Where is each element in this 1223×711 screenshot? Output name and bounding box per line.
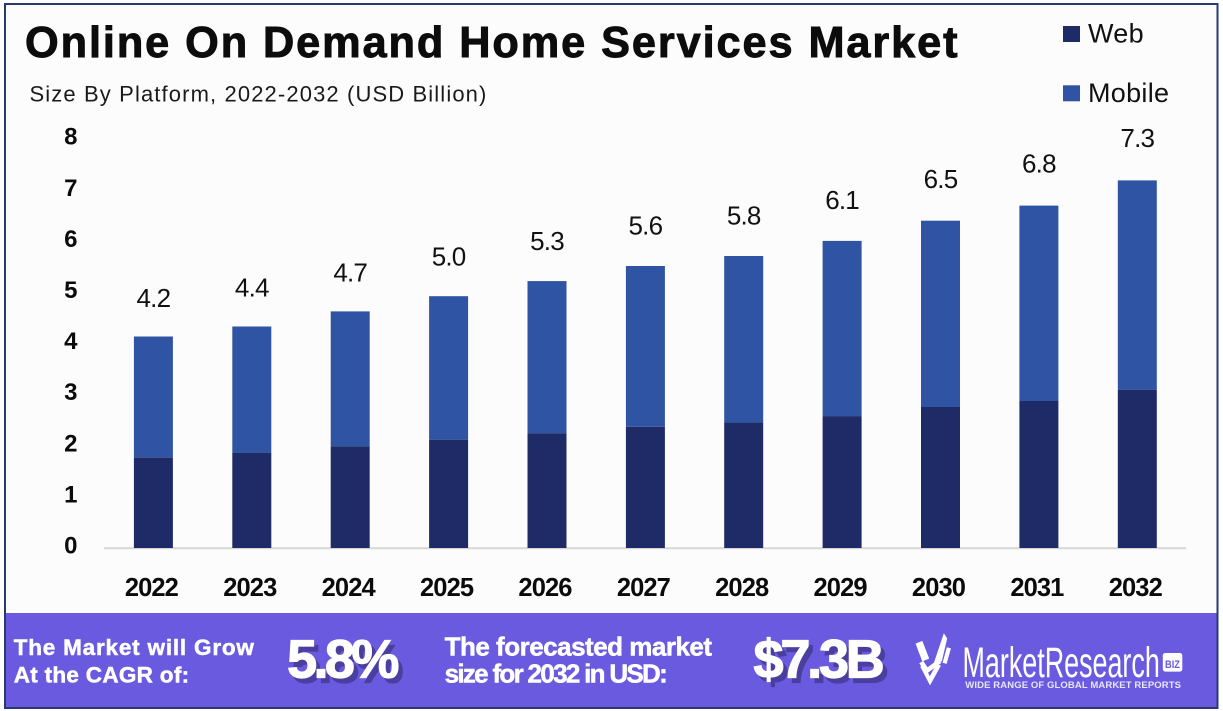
svg-text:6.1: 6.1 bbox=[825, 185, 859, 215]
svg-text:2026: 2026 bbox=[518, 574, 572, 602]
svg-text:Size By Platform, 2022-2032 (U: Size By Platform, 2022-2032 (USD Billion… bbox=[30, 81, 488, 106]
svg-text:7: 7 bbox=[64, 175, 77, 202]
svg-text:$7.3B: $7.3B bbox=[754, 630, 883, 690]
svg-text:6.5: 6.5 bbox=[924, 164, 958, 194]
svg-text:At the CAGR of:: At the CAGR of: bbox=[14, 663, 190, 688]
svg-text:BIZ: BIZ bbox=[1165, 659, 1180, 671]
svg-text:Mobile: Mobile bbox=[1088, 78, 1169, 108]
svg-text:5.3: 5.3 bbox=[530, 226, 564, 256]
svg-text:7.3: 7.3 bbox=[1120, 123, 1154, 153]
svg-text:4: 4 bbox=[64, 328, 78, 355]
svg-text:0: 0 bbox=[64, 533, 77, 560]
svg-text:2029: 2029 bbox=[814, 574, 868, 602]
svg-text:8: 8 bbox=[64, 124, 77, 151]
svg-text:5.0: 5.0 bbox=[432, 242, 466, 272]
svg-text:6: 6 bbox=[64, 226, 77, 253]
svg-text:2: 2 bbox=[64, 430, 77, 457]
svg-text:2024: 2024 bbox=[322, 574, 377, 602]
svg-text:5.8%: 5.8% bbox=[291, 635, 402, 695]
svg-text:Web: Web bbox=[1088, 19, 1144, 49]
svg-text:5.6: 5.6 bbox=[629, 211, 663, 241]
svg-text:6.8: 6.8 bbox=[1022, 149, 1056, 179]
svg-text:2031: 2031 bbox=[1010, 574, 1064, 602]
svg-text:2023: 2023 bbox=[223, 574, 277, 602]
svg-text:2028: 2028 bbox=[715, 574, 769, 602]
svg-text:2025: 2025 bbox=[420, 574, 474, 602]
svg-text:3: 3 bbox=[64, 379, 77, 406]
svg-text:2027: 2027 bbox=[617, 574, 671, 602]
svg-text:5.8%: 5.8% bbox=[287, 630, 398, 690]
svg-text:WIDE RANGE OF GLOBAL MARKET RE: WIDE RANGE OF GLOBAL MARKET REPORTS bbox=[965, 680, 1181, 691]
svg-text:4.7: 4.7 bbox=[333, 257, 367, 287]
svg-text:4.2: 4.2 bbox=[137, 283, 171, 313]
svg-text:The forecasted market: The forecasted market bbox=[445, 631, 713, 661]
svg-text:Online On Demand Home Services: Online On Demand Home Services Market bbox=[25, 19, 960, 67]
svg-text:2030: 2030 bbox=[912, 574, 966, 602]
svg-text:The Market will Grow: The Market will Grow bbox=[14, 635, 255, 660]
svg-text:1: 1 bbox=[64, 481, 77, 508]
svg-text:4.4: 4.4 bbox=[235, 273, 269, 303]
svg-text:size for 2032 in USD:: size for 2032 in USD: bbox=[445, 659, 667, 689]
svg-text:2022: 2022 bbox=[125, 574, 179, 602]
svg-text:5.8: 5.8 bbox=[727, 200, 761, 230]
svg-text:$7.3B: $7.3B bbox=[758, 635, 887, 695]
svg-text:5: 5 bbox=[64, 277, 77, 304]
svg-text:MarketResearch: MarketResearch bbox=[963, 639, 1160, 687]
svg-text:2032: 2032 bbox=[1109, 574, 1163, 602]
